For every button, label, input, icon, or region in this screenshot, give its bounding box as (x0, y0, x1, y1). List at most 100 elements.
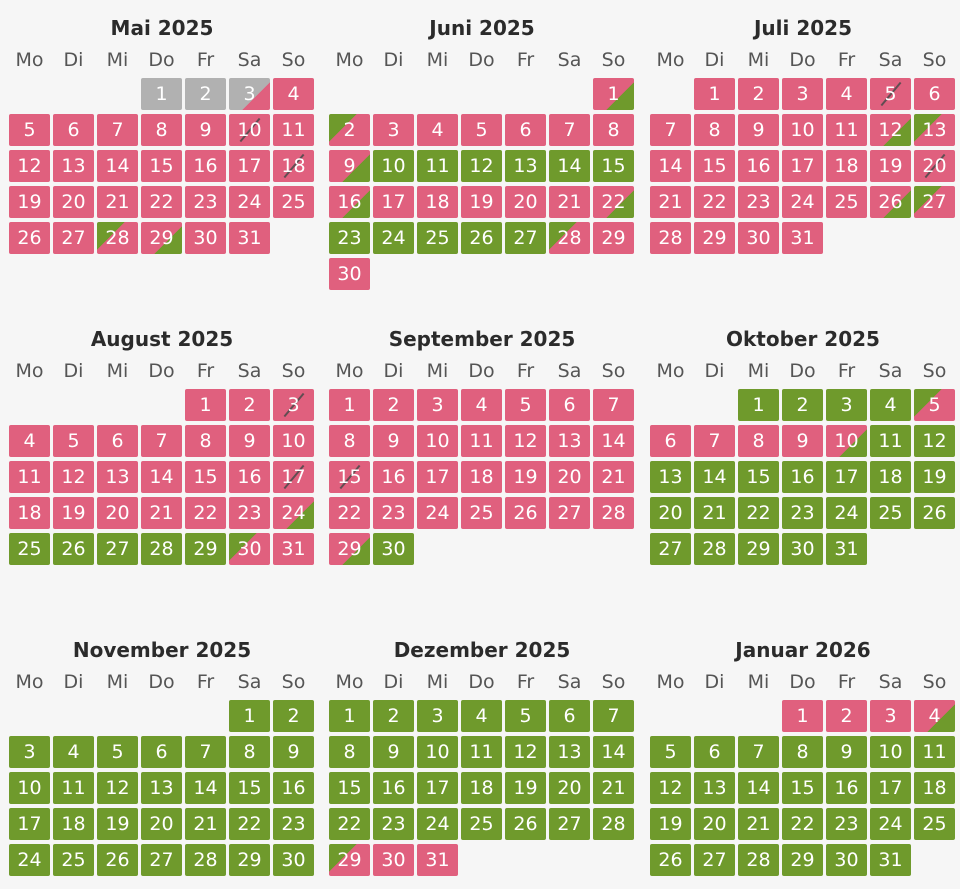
day-cell[interactable]: 5 (914, 389, 955, 421)
day-cell[interactable]: 29 (185, 533, 226, 565)
day-cell[interactable]: 11 (914, 736, 955, 768)
day-cell[interactable]: 23 (273, 808, 314, 840)
day-cell[interactable]: 11 (9, 461, 50, 493)
day-cell[interactable]: 17 (417, 772, 458, 804)
day-cell[interactable]: 15 (329, 461, 370, 493)
day-cell[interactable]: 5 (9, 114, 50, 146)
day-cell[interactable]: 7 (738, 736, 779, 768)
day-cell[interactable]: 23 (373, 808, 414, 840)
day-cell[interactable]: 25 (53, 844, 94, 876)
day-cell[interactable]: 31 (870, 844, 911, 876)
day-cell[interactable]: 23 (185, 186, 226, 218)
day-cell[interactable]: 1 (185, 389, 226, 421)
day-cell[interactable]: 12 (505, 736, 546, 768)
day-cell[interactable]: 17 (9, 808, 50, 840)
day-cell[interactable]: 15 (593, 150, 634, 182)
day-cell[interactable]: 12 (461, 150, 502, 182)
day-cell[interactable]: 22 (141, 186, 182, 218)
day-cell[interactable]: 4 (461, 700, 502, 732)
day-cell[interactable]: 9 (329, 150, 370, 182)
day-cell[interactable]: 28 (185, 844, 226, 876)
day-cell[interactable]: 8 (185, 425, 226, 457)
day-cell[interactable]: 12 (9, 150, 50, 182)
day-cell[interactable]: 14 (97, 150, 138, 182)
day-cell[interactable]: 4 (826, 78, 867, 110)
day-cell[interactable]: 28 (738, 844, 779, 876)
day-cell[interactable]: 15 (694, 150, 735, 182)
day-cell[interactable]: 2 (329, 114, 370, 146)
day-cell[interactable]: 1 (738, 389, 779, 421)
day-cell[interactable]: 30 (273, 844, 314, 876)
day-cell[interactable]: 20 (141, 808, 182, 840)
day-cell[interactable]: 21 (141, 497, 182, 529)
day-cell[interactable]: 20 (549, 461, 590, 493)
day-cell[interactable]: 26 (650, 844, 691, 876)
day-cell[interactable]: 31 (417, 844, 458, 876)
day-cell[interactable]: 16 (273, 772, 314, 804)
day-cell[interactable]: 16 (329, 186, 370, 218)
day-cell[interactable]: 15 (229, 772, 270, 804)
day-cell[interactable]: 23 (826, 808, 867, 840)
day-cell[interactable]: 20 (549, 772, 590, 804)
day-cell[interactable]: 14 (549, 150, 590, 182)
day-cell[interactable]: 3 (373, 114, 414, 146)
day-cell[interactable]: 24 (782, 186, 823, 218)
day-cell[interactable]: 19 (53, 497, 94, 529)
day-cell[interactable]: 30 (373, 844, 414, 876)
day-cell[interactable]: 9 (229, 425, 270, 457)
day-cell[interactable]: 28 (593, 808, 634, 840)
day-cell[interactable]: 3 (273, 389, 314, 421)
day-cell[interactable]: 1 (229, 700, 270, 732)
day-cell[interactable]: 27 (650, 533, 691, 565)
day-cell[interactable]: 4 (273, 78, 314, 110)
day-cell[interactable]: 7 (650, 114, 691, 146)
day-cell[interactable]: 26 (461, 222, 502, 254)
day-cell[interactable]: 2 (273, 700, 314, 732)
day-cell[interactable]: 5 (505, 700, 546, 732)
day-cell[interactable]: 6 (505, 114, 546, 146)
day-cell[interactable]: 1 (782, 700, 823, 732)
day-cell[interactable]: 21 (694, 497, 735, 529)
day-cell[interactable]: 11 (53, 772, 94, 804)
day-cell[interactable]: 19 (97, 808, 138, 840)
day-cell[interactable]: 4 (417, 114, 458, 146)
day-cell[interactable]: 9 (373, 736, 414, 768)
day-cell[interactable]: 7 (97, 114, 138, 146)
day-cell[interactable]: 30 (738, 222, 779, 254)
day-cell[interactable]: 10 (417, 425, 458, 457)
day-cell[interactable]: 24 (417, 808, 458, 840)
day-cell[interactable]: 15 (738, 461, 779, 493)
day-cell[interactable]: 8 (694, 114, 735, 146)
day-cell[interactable]: 9 (273, 736, 314, 768)
day-cell[interactable]: 21 (97, 186, 138, 218)
day-cell[interactable]: 10 (417, 736, 458, 768)
day-cell[interactable]: 3 (417, 389, 458, 421)
day-cell[interactable]: 29 (593, 222, 634, 254)
day-cell[interactable]: 12 (870, 114, 911, 146)
day-cell[interactable]: 13 (141, 772, 182, 804)
day-cell[interactable]: 5 (53, 425, 94, 457)
day-cell[interactable]: 12 (53, 461, 94, 493)
day-cell[interactable]: 7 (593, 389, 634, 421)
day-cell[interactable]: 27 (97, 533, 138, 565)
day-cell[interactable]: 11 (273, 114, 314, 146)
day-cell[interactable]: 31 (273, 533, 314, 565)
day-cell[interactable]: 3 (782, 78, 823, 110)
day-cell[interactable]: 5 (650, 736, 691, 768)
day-cell[interactable]: 22 (185, 497, 226, 529)
day-cell[interactable]: 21 (738, 808, 779, 840)
day-cell[interactable]: 28 (650, 222, 691, 254)
day-cell[interactable]: 16 (738, 150, 779, 182)
day-cell[interactable]: 28 (141, 533, 182, 565)
day-cell[interactable]: 27 (549, 497, 590, 529)
day-cell[interactable]: 2 (826, 700, 867, 732)
day-cell[interactable]: 11 (417, 150, 458, 182)
day-cell[interactable]: 26 (870, 186, 911, 218)
day-cell[interactable]: 16 (373, 461, 414, 493)
day-cell[interactable]: 30 (229, 533, 270, 565)
day-cell[interactable]: 14 (185, 772, 226, 804)
day-cell[interactable]: 13 (650, 461, 691, 493)
day-cell[interactable]: 27 (694, 844, 735, 876)
day-cell[interactable]: 9 (826, 736, 867, 768)
day-cell[interactable]: 31 (782, 222, 823, 254)
